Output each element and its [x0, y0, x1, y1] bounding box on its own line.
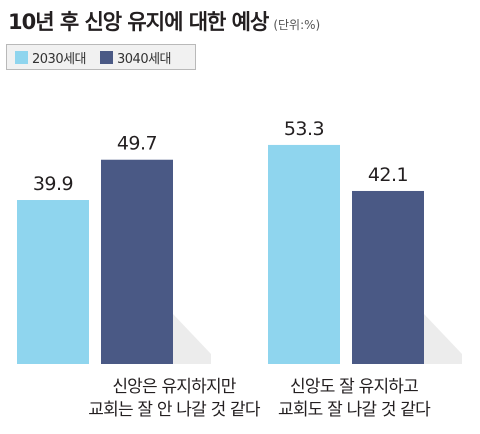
- category-label-1-line2: 교회는 잘 안 나갈 것 같다: [88, 400, 260, 420]
- category-label-2-line1: 신앙도 잘 유지하고: [290, 377, 419, 397]
- value-label-2030세대-1: 39.9: [33, 173, 73, 195]
- legend: 2030세대 3040세대: [6, 44, 196, 70]
- legend-swatch-3040: [100, 50, 114, 64]
- value-label-2030세대-2: 53.3: [284, 118, 324, 140]
- value-label-3040세대-2: 42.1: [368, 164, 408, 186]
- value-label-3040세대-1: 49.7: [117, 133, 157, 155]
- bar-shadow-2: [424, 314, 462, 364]
- title-row: 10년 후 신앙 유지에 대한 예상 (단위:%): [8, 6, 320, 36]
- bar-2030세대-1: [17, 200, 89, 364]
- bar-3040세대-2: [352, 190, 424, 364]
- bar-3040세대-1: [101, 159, 173, 364]
- category-label-2: 신앙도 잘 유지하고 교회도 잘 나갈 것 같다: [244, 376, 464, 422]
- chart-title: 10년 후 신앙 유지에 대한 예상: [8, 10, 269, 34]
- category-label-1: 신앙은 유지하지만 교회는 잘 안 나갈 것 같다: [64, 376, 284, 422]
- legend-swatch-2030: [15, 50, 28, 64]
- legend-label-2030: 2030세대: [32, 51, 87, 67]
- category-label-1-line1: 신앙은 유지하지만: [112, 377, 236, 397]
- unit-label: (단위:%): [273, 18, 321, 32]
- legend-item-2030: 2030세대: [15, 48, 87, 67]
- bar-2030세대-2: [268, 144, 340, 364]
- legend-label-3040: 3040세대: [117, 51, 172, 67]
- category-label-2-line2: 교회도 잘 나갈 것 같다: [278, 400, 431, 420]
- legend-item-3040: 3040세대: [100, 48, 172, 67]
- bar-shadow-1: [173, 314, 211, 364]
